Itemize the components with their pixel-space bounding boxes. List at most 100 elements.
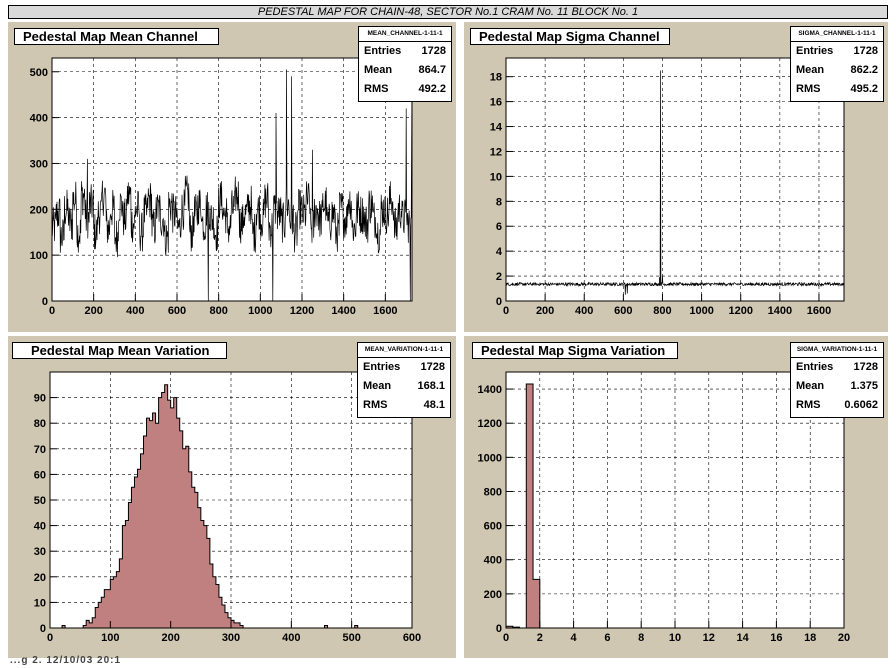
y-tick-label: 100 xyxy=(30,250,48,262)
y-tick-label: 70 xyxy=(34,444,46,456)
stats-row-rms: RMS 495.2 xyxy=(796,83,878,95)
x-tick-label: 1000 xyxy=(689,305,713,317)
x-tick-label: 600 xyxy=(168,305,186,317)
stats-row-rms: RMS 492.2 xyxy=(364,83,446,95)
x-tick-label: 0 xyxy=(47,632,53,644)
x-tick-label: 12 xyxy=(703,632,715,644)
x-tick-label: 200 xyxy=(84,305,102,317)
y-tick-label: 1400 xyxy=(478,384,502,396)
y-tick-label: 400 xyxy=(484,555,502,567)
x-tick-label: 200 xyxy=(161,632,179,644)
y-tick-label: 80 xyxy=(34,418,46,430)
x-tick-label: 500 xyxy=(342,632,360,644)
y-tick-label: 10 xyxy=(490,171,502,183)
x-tick-label: 18 xyxy=(804,632,816,644)
x-tick-label: 400 xyxy=(575,305,593,317)
hist-title: Pedestal Map Mean Channel xyxy=(14,28,219,45)
pad-mean-channel: 0 200 400 600 800 1000 1200 1400 1600 0 100 200 300 4… xyxy=(8,22,456,332)
page-title: PEDESTAL MAP FOR CHAIN-48, SECTOR No.1 C… xyxy=(8,5,888,19)
pad-sigma-variation: 0 2 4 6 8 10 12 14 16 18 20 0 200 400 600 800 1000 1200 14… xyxy=(464,336,888,658)
hist-title: Pedestal Map Mean Variation xyxy=(12,342,227,359)
x-tick-label: 600 xyxy=(614,305,632,317)
plot-mean-channel: 0 200 400 600 800 1000 1200 1400 1600 0 100 200 300 4… xyxy=(30,57,413,317)
y-tick-label: 2 xyxy=(496,271,502,283)
stats-name: SIGMA_CHANNEL-1-11-1 xyxy=(791,27,883,42)
y-tick-label: 90 xyxy=(34,393,46,405)
plot-frame xyxy=(51,57,413,302)
x-tick-label: 0 xyxy=(503,632,509,644)
y-tick-label: 8 xyxy=(496,196,502,208)
stats-row-mean: Mean 864.7 xyxy=(364,64,446,76)
y-tick-label: 60 xyxy=(34,469,46,481)
y-tick-label: 0 xyxy=(496,623,502,635)
stats-name: MEAN_VARIATION-1-11-1 xyxy=(358,343,450,358)
y-tick-label: 0 xyxy=(40,623,46,635)
x-tick-label: 1600 xyxy=(807,305,831,317)
plot-sigma-channel: 0 200 400 600 800 1000 1200 1400 1600 0 2 4 6 8 10 12 14… xyxy=(490,57,845,317)
x-tick-label: 0 xyxy=(503,305,509,317)
hist-title: Pedestal Map Sigma Channel xyxy=(470,28,670,45)
x-tick-label: 1400 xyxy=(331,305,355,317)
hist-title: Pedestal Map Sigma Variation xyxy=(472,342,678,359)
stats-row-entries: Entries 1728 xyxy=(363,361,445,373)
stats-row-entries: Entries 1728 xyxy=(364,45,446,57)
stats-row-mean: Mean 862.2 xyxy=(796,64,878,76)
y-tick-label: 200 xyxy=(484,589,502,601)
x-tick-label: 20 xyxy=(838,632,850,644)
stats-box: MEAN_CHANNEL-1-11-1 Entries 1728 Mean 864.… xyxy=(358,26,452,102)
x-tick-label: 800 xyxy=(209,305,227,317)
x-tick-label: 1400 xyxy=(768,305,792,317)
y-tick-label: 300 xyxy=(30,158,48,170)
x-tick-label: 400 xyxy=(282,632,300,644)
plot-mean-variation: 0 100 200 300 400 500 600 0 10 20 30 40 50 60 70 80 90 xyxy=(34,371,421,644)
x-tick-label: 1200 xyxy=(290,305,314,317)
y-tick-label: 400 xyxy=(30,113,48,125)
x-tick-label: 0 xyxy=(49,305,55,317)
y-tick-label: 10 xyxy=(34,597,46,609)
y-tick-label: 16 xyxy=(490,97,502,109)
x-tick-label: 1000 xyxy=(248,305,272,317)
stats-box: SIGMA_CHANNEL-1-11-1 Entries 1728 Mean 862… xyxy=(790,26,884,102)
stats-row-rms: RMS 0.6062 xyxy=(796,399,878,411)
x-tick-label: 100 xyxy=(101,632,119,644)
x-tick-label: 1200 xyxy=(728,305,752,317)
x-tick-label: 14 xyxy=(736,632,749,644)
x-tick-label: 300 xyxy=(222,632,240,644)
y-tick-label: 0 xyxy=(496,296,502,308)
x-tick-label: 6 xyxy=(604,632,610,644)
y-tick-label: 12 xyxy=(490,146,502,158)
y-tick-label: 200 xyxy=(30,204,48,216)
x-tick-label: 10 xyxy=(669,632,681,644)
x-tick-label: 600 xyxy=(403,632,421,644)
stats-row-entries: Entries 1728 xyxy=(796,45,878,57)
x-tick-label: 2 xyxy=(537,632,543,644)
x-tick-label: 1600 xyxy=(373,305,397,317)
x-tick-label: 8 xyxy=(638,632,644,644)
y-tick-label: 14 xyxy=(490,122,503,134)
y-tick-label: 20 xyxy=(34,572,46,584)
x-tick-label: 400 xyxy=(126,305,144,317)
y-tick-label: 800 xyxy=(484,486,502,498)
stats-name: SIGMA_VARIATION-1-11-1 xyxy=(791,343,883,358)
pad-sigma-channel: 0 200 400 600 800 1000 1200 1400 1600 0 2 4 6 8 10 12 14… xyxy=(464,22,888,332)
y-tick-label: 500 xyxy=(30,67,48,79)
stats-box: SIGMA_VARIATION-1-11-1 Entries 1728 Mean 1… xyxy=(790,342,884,418)
y-tick-label: 1200 xyxy=(478,418,502,430)
footer-text: ...g 2. 12/10/03 20:1 xyxy=(10,655,122,666)
stats-row-entries: Entries 1728 xyxy=(796,361,878,373)
y-tick-label: 0 xyxy=(42,296,48,308)
stats-box: MEAN_VARIATION-1-11-1 Entries 1728 Mean 16… xyxy=(357,342,451,418)
plot-frame xyxy=(505,57,845,302)
plot-area xyxy=(52,58,412,301)
stats-name: MEAN_CHANNEL-1-11-1 xyxy=(359,27,451,42)
pad-mean-variation: 0 100 200 300 400 500 600 0 10 20 30 40 50 60 70 80 90 P… xyxy=(8,336,456,658)
plot-area xyxy=(506,58,844,301)
x-tick-label: 16 xyxy=(770,632,782,644)
stats-row-rms: RMS 48.1 xyxy=(363,399,445,411)
stats-row-mean: Mean 1.375 xyxy=(796,380,878,392)
y-tick-label: 40 xyxy=(34,521,46,533)
plot-sigma-variation: 0 2 4 6 8 10 12 14 16 18 2002004006008001000120014… xyxy=(478,371,850,644)
series-line xyxy=(505,70,844,295)
y-tick-label: 50 xyxy=(34,495,46,507)
y-tick-label: 600 xyxy=(484,521,502,533)
